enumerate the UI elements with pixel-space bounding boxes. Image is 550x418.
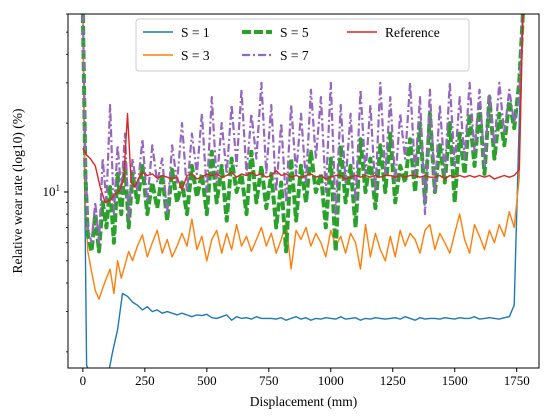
x-tick-label: 1250 [380,373,406,388]
series-line-1 [82,14,524,368]
legend-label: Reference [385,25,440,40]
x-tick-label: 1750 [504,373,530,388]
x-tick-label: 0 [80,373,87,388]
legend: S = 1 S = 3 S = 5 S = 7 Reference [135,18,470,72]
series-line-5 [82,14,524,204]
legend-label: S = 3 [181,48,210,63]
x-tick-label: 250 [135,373,155,388]
legend-items: S = 1 S = 3 S = 5 S = 7 Reference [143,25,440,63]
series-line-4 [81,14,524,244]
series-layer [80,14,525,368]
legend-box [135,18,470,72]
series-line-3 [80,14,525,254]
x-tick-label: 750 [259,373,279,388]
plot-frame [67,13,540,369]
y-axis-label: Relative wear rate (log10) (%) [10,109,25,274]
legend-label: S = 5 [280,25,309,40]
legend-label: S = 1 [181,25,210,40]
legend-label: S = 7 [280,48,309,63]
x-tick-label: 1500 [442,373,468,388]
series-line-2 [82,14,524,300]
x-tick-label: 500 [197,373,217,388]
x-axis-label: Displacement (mm) [250,394,358,409]
y-axis-ticks: 101 [43,13,68,353]
y-tick-label: 101 [43,183,61,199]
x-tick-label: 1000 [318,373,344,388]
x-axis-ticks: 0 250 500 750 1000 1250 1500 1750 [80,368,530,388]
